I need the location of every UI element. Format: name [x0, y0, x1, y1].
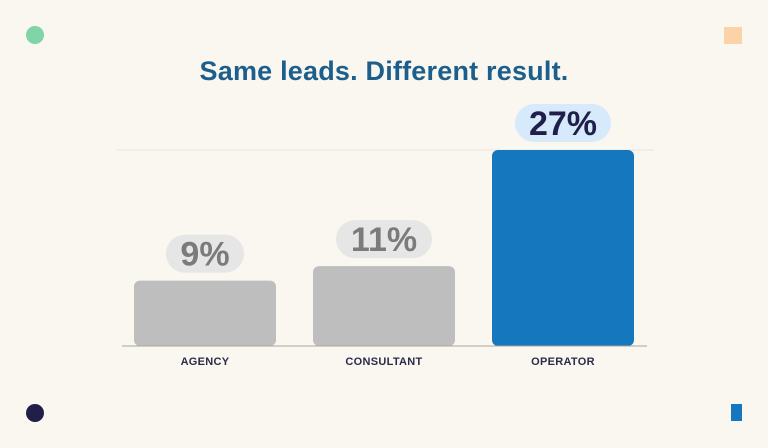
value-label-bg-consultant	[336, 220, 432, 259]
navy-dot-decoration	[26, 404, 44, 422]
value-label-operator: 27%	[529, 105, 597, 143]
chart-title: Same leads. Different result.	[199, 56, 569, 86]
value-label-agency: 9%	[180, 236, 229, 274]
bar-consultant	[313, 266, 455, 346]
category-label-consultant: CONSULTANT	[345, 356, 422, 368]
bar-agency	[134, 280, 276, 346]
peach-square-decoration	[724, 27, 742, 44]
value-label-bg-operator	[515, 104, 611, 142]
category-label-operator: OPERATOR	[531, 356, 595, 368]
value-label-consultant: 11%	[351, 221, 417, 259]
bar-operator	[492, 150, 634, 346]
green-dot-decoration	[26, 26, 44, 44]
blue-bar-decoration	[731, 404, 742, 421]
value-label-bg-agency	[166, 234, 244, 273]
category-label-agency: AGENCY	[181, 356, 230, 368]
